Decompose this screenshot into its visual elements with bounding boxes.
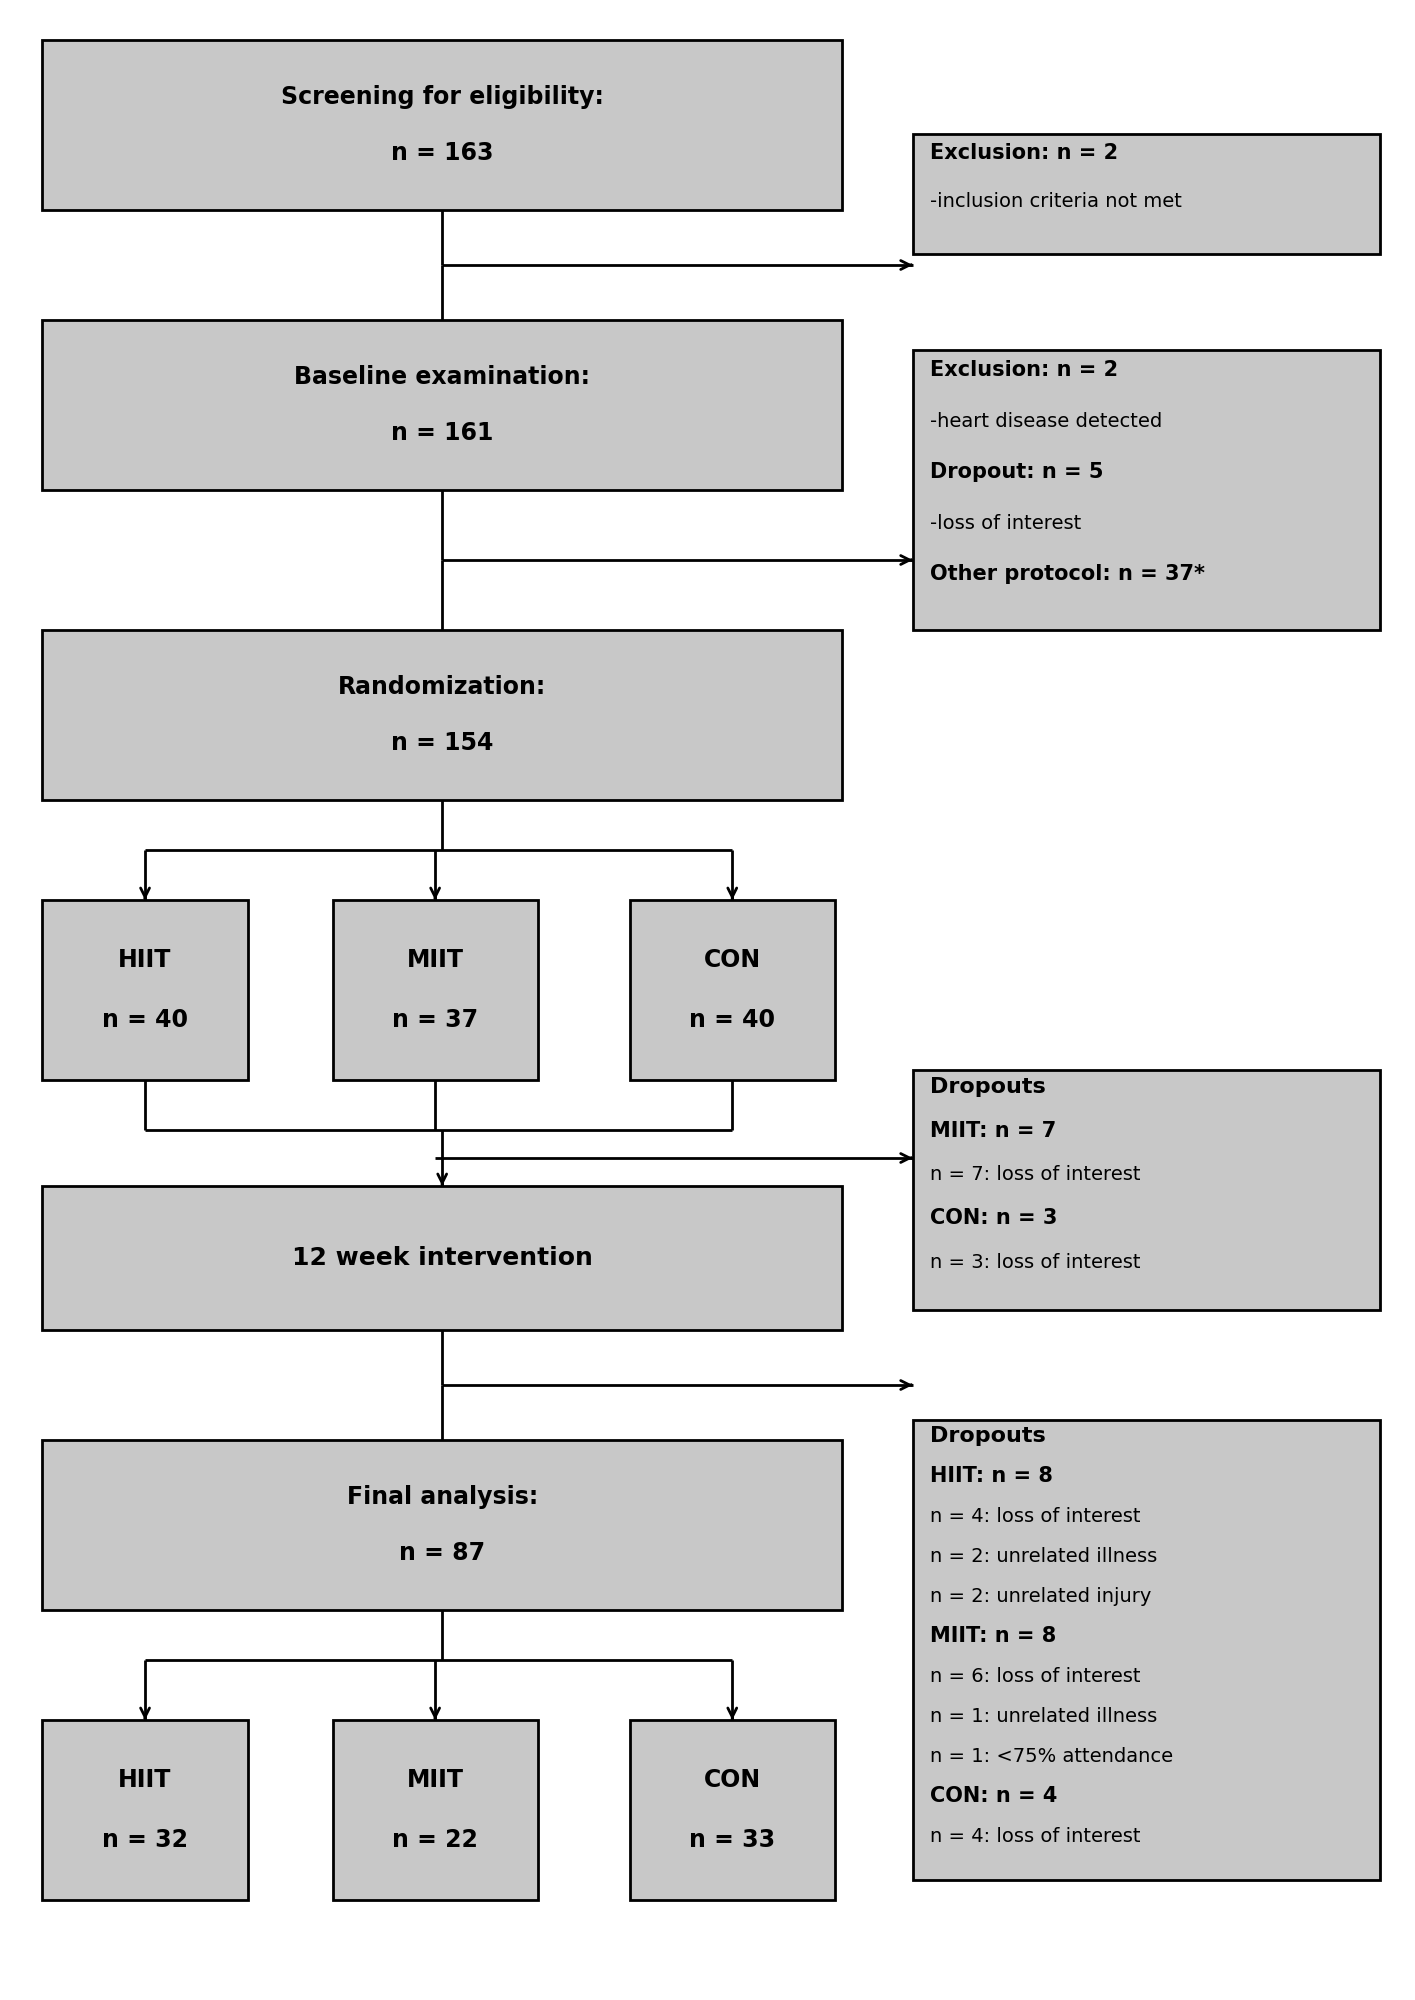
- Text: n = 7: loss of interest: n = 7: loss of interest: [930, 1166, 1140, 1184]
- Text: n = 40: n = 40: [689, 1008, 775, 1032]
- Text: n = 163: n = 163: [391, 142, 494, 166]
- Text: Dropout: n = 5: Dropout: n = 5: [930, 462, 1104, 482]
- Text: n = 22: n = 22: [392, 1828, 478, 1852]
- Bar: [42, 1440, 842, 1610]
- Text: -heart disease detected: -heart disease detected: [930, 412, 1162, 430]
- Text: n = 1: unrelated illness: n = 1: unrelated illness: [930, 1706, 1157, 1726]
- Text: CON: n = 3: CON: n = 3: [930, 1208, 1057, 1228]
- Text: Baseline examination:: Baseline examination:: [294, 364, 590, 388]
- Text: n = 2: unrelated injury: n = 2: unrelated injury: [930, 1586, 1150, 1606]
- Text: n = 32: n = 32: [102, 1828, 188, 1852]
- Text: MIIT: MIIT: [406, 948, 464, 972]
- Bar: [333, 900, 538, 1080]
- Text: -inclusion criteria not met: -inclusion criteria not met: [930, 192, 1182, 210]
- Text: HIIT: n = 8: HIIT: n = 8: [930, 1466, 1053, 1486]
- Text: -loss of interest: -loss of interest: [930, 514, 1081, 532]
- Bar: [42, 40, 842, 210]
- Text: Dropouts: Dropouts: [930, 1426, 1046, 1446]
- Text: n = 4: loss of interest: n = 4: loss of interest: [930, 1826, 1140, 1846]
- Text: Other protocol: n = 37*: Other protocol: n = 37*: [930, 564, 1204, 584]
- Text: Dropouts: Dropouts: [930, 1078, 1046, 1098]
- Text: n = 1: <75% attendance: n = 1: <75% attendance: [930, 1746, 1173, 1766]
- Text: n = 6: loss of interest: n = 6: loss of interest: [930, 1666, 1140, 1686]
- Bar: [630, 900, 835, 1080]
- Text: n = 4: loss of interest: n = 4: loss of interest: [930, 1506, 1140, 1526]
- Text: Exclusion: n = 2: Exclusion: n = 2: [930, 144, 1118, 164]
- Text: MIIT: n = 7: MIIT: n = 7: [930, 1122, 1056, 1142]
- Text: n = 161: n = 161: [391, 422, 494, 446]
- Bar: [333, 1720, 538, 1900]
- Bar: [42, 900, 248, 1080]
- Text: n = 40: n = 40: [102, 1008, 188, 1032]
- Text: CON: CON: [703, 1768, 761, 1792]
- Bar: [42, 1720, 248, 1900]
- Text: n = 33: n = 33: [689, 1828, 775, 1852]
- Text: Randomization:: Randomization:: [338, 674, 546, 698]
- Bar: [42, 630, 842, 800]
- Text: n = 154: n = 154: [391, 732, 494, 756]
- Text: Final analysis:: Final analysis:: [347, 1484, 538, 1508]
- Bar: [42, 320, 842, 490]
- Bar: [913, 1420, 1380, 1880]
- Bar: [42, 1186, 842, 1330]
- Text: n = 37: n = 37: [392, 1008, 478, 1032]
- Text: n = 87: n = 87: [399, 1542, 485, 1566]
- Bar: [913, 134, 1380, 254]
- Bar: [630, 1720, 835, 1900]
- Text: n = 3: loss of interest: n = 3: loss of interest: [930, 1252, 1140, 1272]
- Text: HIIT: HIIT: [119, 948, 171, 972]
- Text: CON: CON: [703, 948, 761, 972]
- Bar: [913, 350, 1380, 630]
- Text: CON: n = 4: CON: n = 4: [930, 1786, 1057, 1806]
- Text: HIIT: HIIT: [119, 1768, 171, 1792]
- Text: Exclusion: n = 2: Exclusion: n = 2: [930, 360, 1118, 380]
- Text: MIIT: MIIT: [406, 1768, 464, 1792]
- Text: n = 2: unrelated illness: n = 2: unrelated illness: [930, 1546, 1157, 1566]
- Text: Screening for eligibility:: Screening for eligibility:: [280, 84, 604, 108]
- Text: 12 week intervention: 12 week intervention: [291, 1246, 593, 1270]
- Bar: [913, 1070, 1380, 1310]
- Text: MIIT: n = 8: MIIT: n = 8: [930, 1626, 1056, 1646]
